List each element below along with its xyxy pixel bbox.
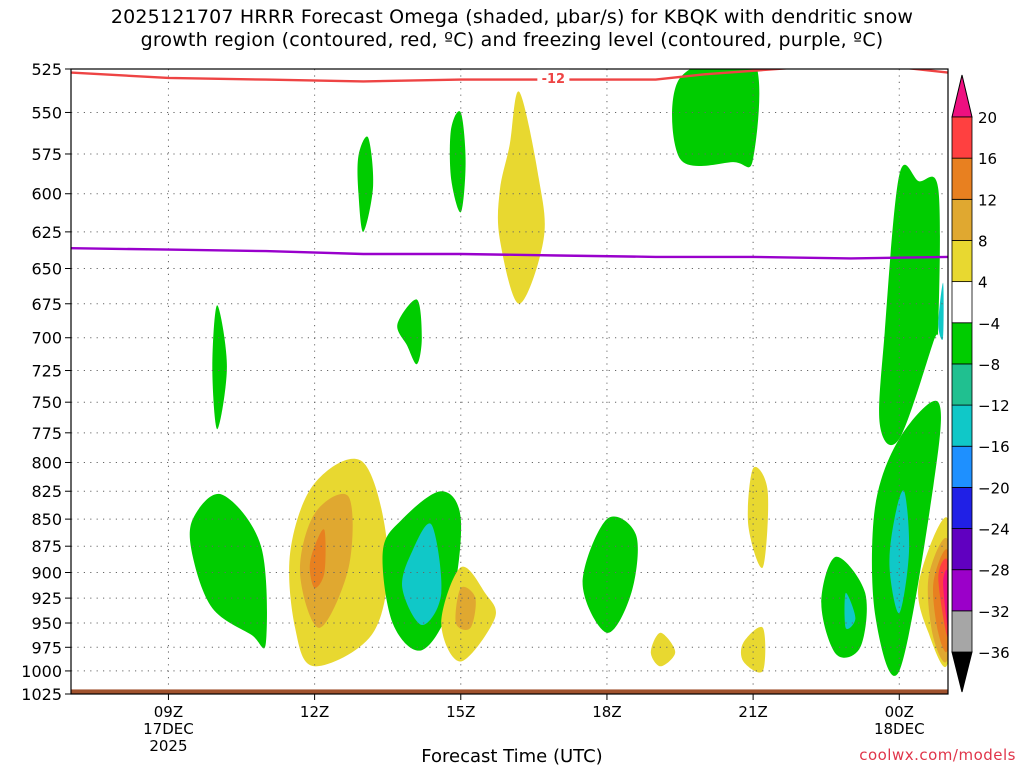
y-tick-label-725: 725 (31, 362, 62, 381)
y-tick-label-775: 775 (31, 424, 62, 443)
colorbar-label-11: 12 (978, 191, 997, 209)
contour-line-1 (71, 247, 948, 260)
credit-text: coolwx.com/models (859, 746, 1016, 764)
contour-labels: -12 (537, 69, 570, 87)
colorbar-label-0: −36 (978, 644, 1010, 662)
omega-region-17 (455, 586, 476, 630)
colorbar-swatch-5 (951, 404, 973, 447)
colorbar-label-1: −32 (978, 603, 1010, 621)
y-tick-label-850: 850 (31, 510, 62, 529)
y-tick-label-700: 700 (31, 329, 62, 348)
y-tick-label-875: 875 (31, 537, 62, 556)
omega-region-3 (397, 299, 422, 365)
colorbar-swatch-2 (951, 528, 973, 571)
omega-region-12 (299, 493, 353, 628)
y-tick-label-750: 750 (31, 393, 62, 412)
y-tick-label-975: 975 (31, 638, 62, 657)
omega-region-22 (821, 556, 867, 658)
colorbar-swatch-10 (951, 198, 973, 241)
y-tick-label-525: 525 (31, 60, 62, 79)
colorbar-label-10: 8 (978, 232, 988, 250)
y-tick-label-925: 925 (31, 589, 62, 608)
colorbar-label-2: −28 (978, 562, 1010, 580)
omega-region-10 (189, 493, 267, 649)
y-tick-label-550: 550 (31, 103, 62, 122)
y-tick-label-1025: 1025 (21, 685, 62, 704)
colorbar-swatch-11 (951, 157, 973, 200)
y-tick-label-1000: 1000 (21, 662, 62, 681)
omega-region-18 (582, 516, 638, 633)
colorbar-under-arrow (951, 651, 973, 693)
omega-region-5 (672, 69, 760, 168)
omega-region-19 (650, 632, 676, 667)
colorbar-label-7: −8 (978, 356, 1000, 374)
colorbar-swatch-8 (951, 281, 973, 324)
x-tick-label-9-1: 17DEC (143, 720, 194, 738)
omega-region-21 (740, 626, 766, 673)
x-tick-label-15-0: 15Z (446, 703, 475, 721)
y-tick-label-950: 950 (31, 614, 62, 633)
colorbar-over-arrow (951, 74, 973, 118)
x-tick-label-12-0: 12Z (300, 703, 329, 721)
chart-title-line-2: growth region (contoured, red, ºC) and f… (140, 29, 884, 51)
omega-region-9 (938, 282, 944, 340)
colorbar-swatch-4 (951, 445, 973, 488)
colorbar-swatch-6 (951, 363, 973, 406)
colorbar: −36 −32 −28 −24 −20 −16 −12 −8 −4 4 8 12 16 20 (951, 74, 1010, 693)
omega-region-4 (497, 91, 545, 304)
colorbar-label-6: −12 (978, 397, 1010, 415)
y-tick-label-600: 600 (31, 185, 62, 204)
ground-surface (71, 689, 948, 694)
chart-title-line-1: 2025121707 HRRR Forecast Omega (shaded, … (110, 6, 914, 28)
omega-region-13 (309, 529, 326, 589)
x-tick-label-9-2: 2025 (149, 737, 187, 755)
x-tick-label-21-0: 21Z (738, 703, 767, 721)
y-tick-label-900: 900 (31, 564, 62, 583)
omega-region-1 (357, 136, 374, 232)
colorbar-label-8: −4 (978, 315, 1000, 333)
omega-region-6 (879, 164, 940, 446)
y-tick-label-575: 575 (31, 145, 62, 164)
chart-title: 2025121707 HRRR Forecast Omega (shaded, … (0, 6, 1024, 52)
x-tick-label-18-0: 18Z (592, 703, 621, 721)
colorbar-label-3: −24 (978, 521, 1010, 539)
plot-frame (70, 68, 949, 695)
omega-region-2 (449, 111, 466, 213)
y-tick-label-650: 650 (31, 260, 62, 279)
colorbar-swatch-0 (951, 610, 973, 653)
colorbar-label-4: −20 (978, 479, 1010, 497)
y-tick-label-625: 625 (31, 223, 62, 242)
y-tick-label-825: 825 (31, 482, 62, 501)
x-tick-label-9-0: 09Z (154, 703, 183, 721)
omega-region-28 (943, 569, 948, 628)
y-tick-label-800: 800 (31, 453, 62, 472)
colorbar-label-9: 4 (978, 274, 988, 292)
colorbar-swatch-3 (951, 486, 973, 529)
colorbar-label-13: 20 (978, 109, 997, 127)
contour-label-bg-0 (537, 69, 570, 85)
omega-region-8 (889, 490, 910, 614)
x-tick-label-24-0: 00Z (885, 703, 914, 721)
colorbar-swatch-12 (951, 116, 973, 159)
colorbar-swatch-1 (951, 569, 973, 612)
colorbar-swatch-9 (951, 240, 973, 283)
omega-region-23 (844, 592, 856, 630)
omega-region-20 (747, 466, 769, 568)
y-axis-ticks: 525 550 575 600 625 650 675 700 725 750 775 800 825 8… (21, 60, 71, 704)
omega-region-0 (212, 305, 227, 430)
omega-shaded-regions (189, 69, 948, 676)
colorbar-label-5: −16 (978, 438, 1010, 456)
contour-label-0: -12 (542, 72, 566, 87)
x-tick-label-24-1: 18DEC (874, 720, 925, 738)
y-tick-label-675: 675 (31, 295, 62, 314)
colorbar-label-12: 16 (978, 150, 997, 168)
x-axis-label: Forecast Time (UTC) (421, 746, 603, 767)
omega-region-15 (402, 523, 442, 626)
colorbar-swatch-7 (951, 322, 973, 365)
